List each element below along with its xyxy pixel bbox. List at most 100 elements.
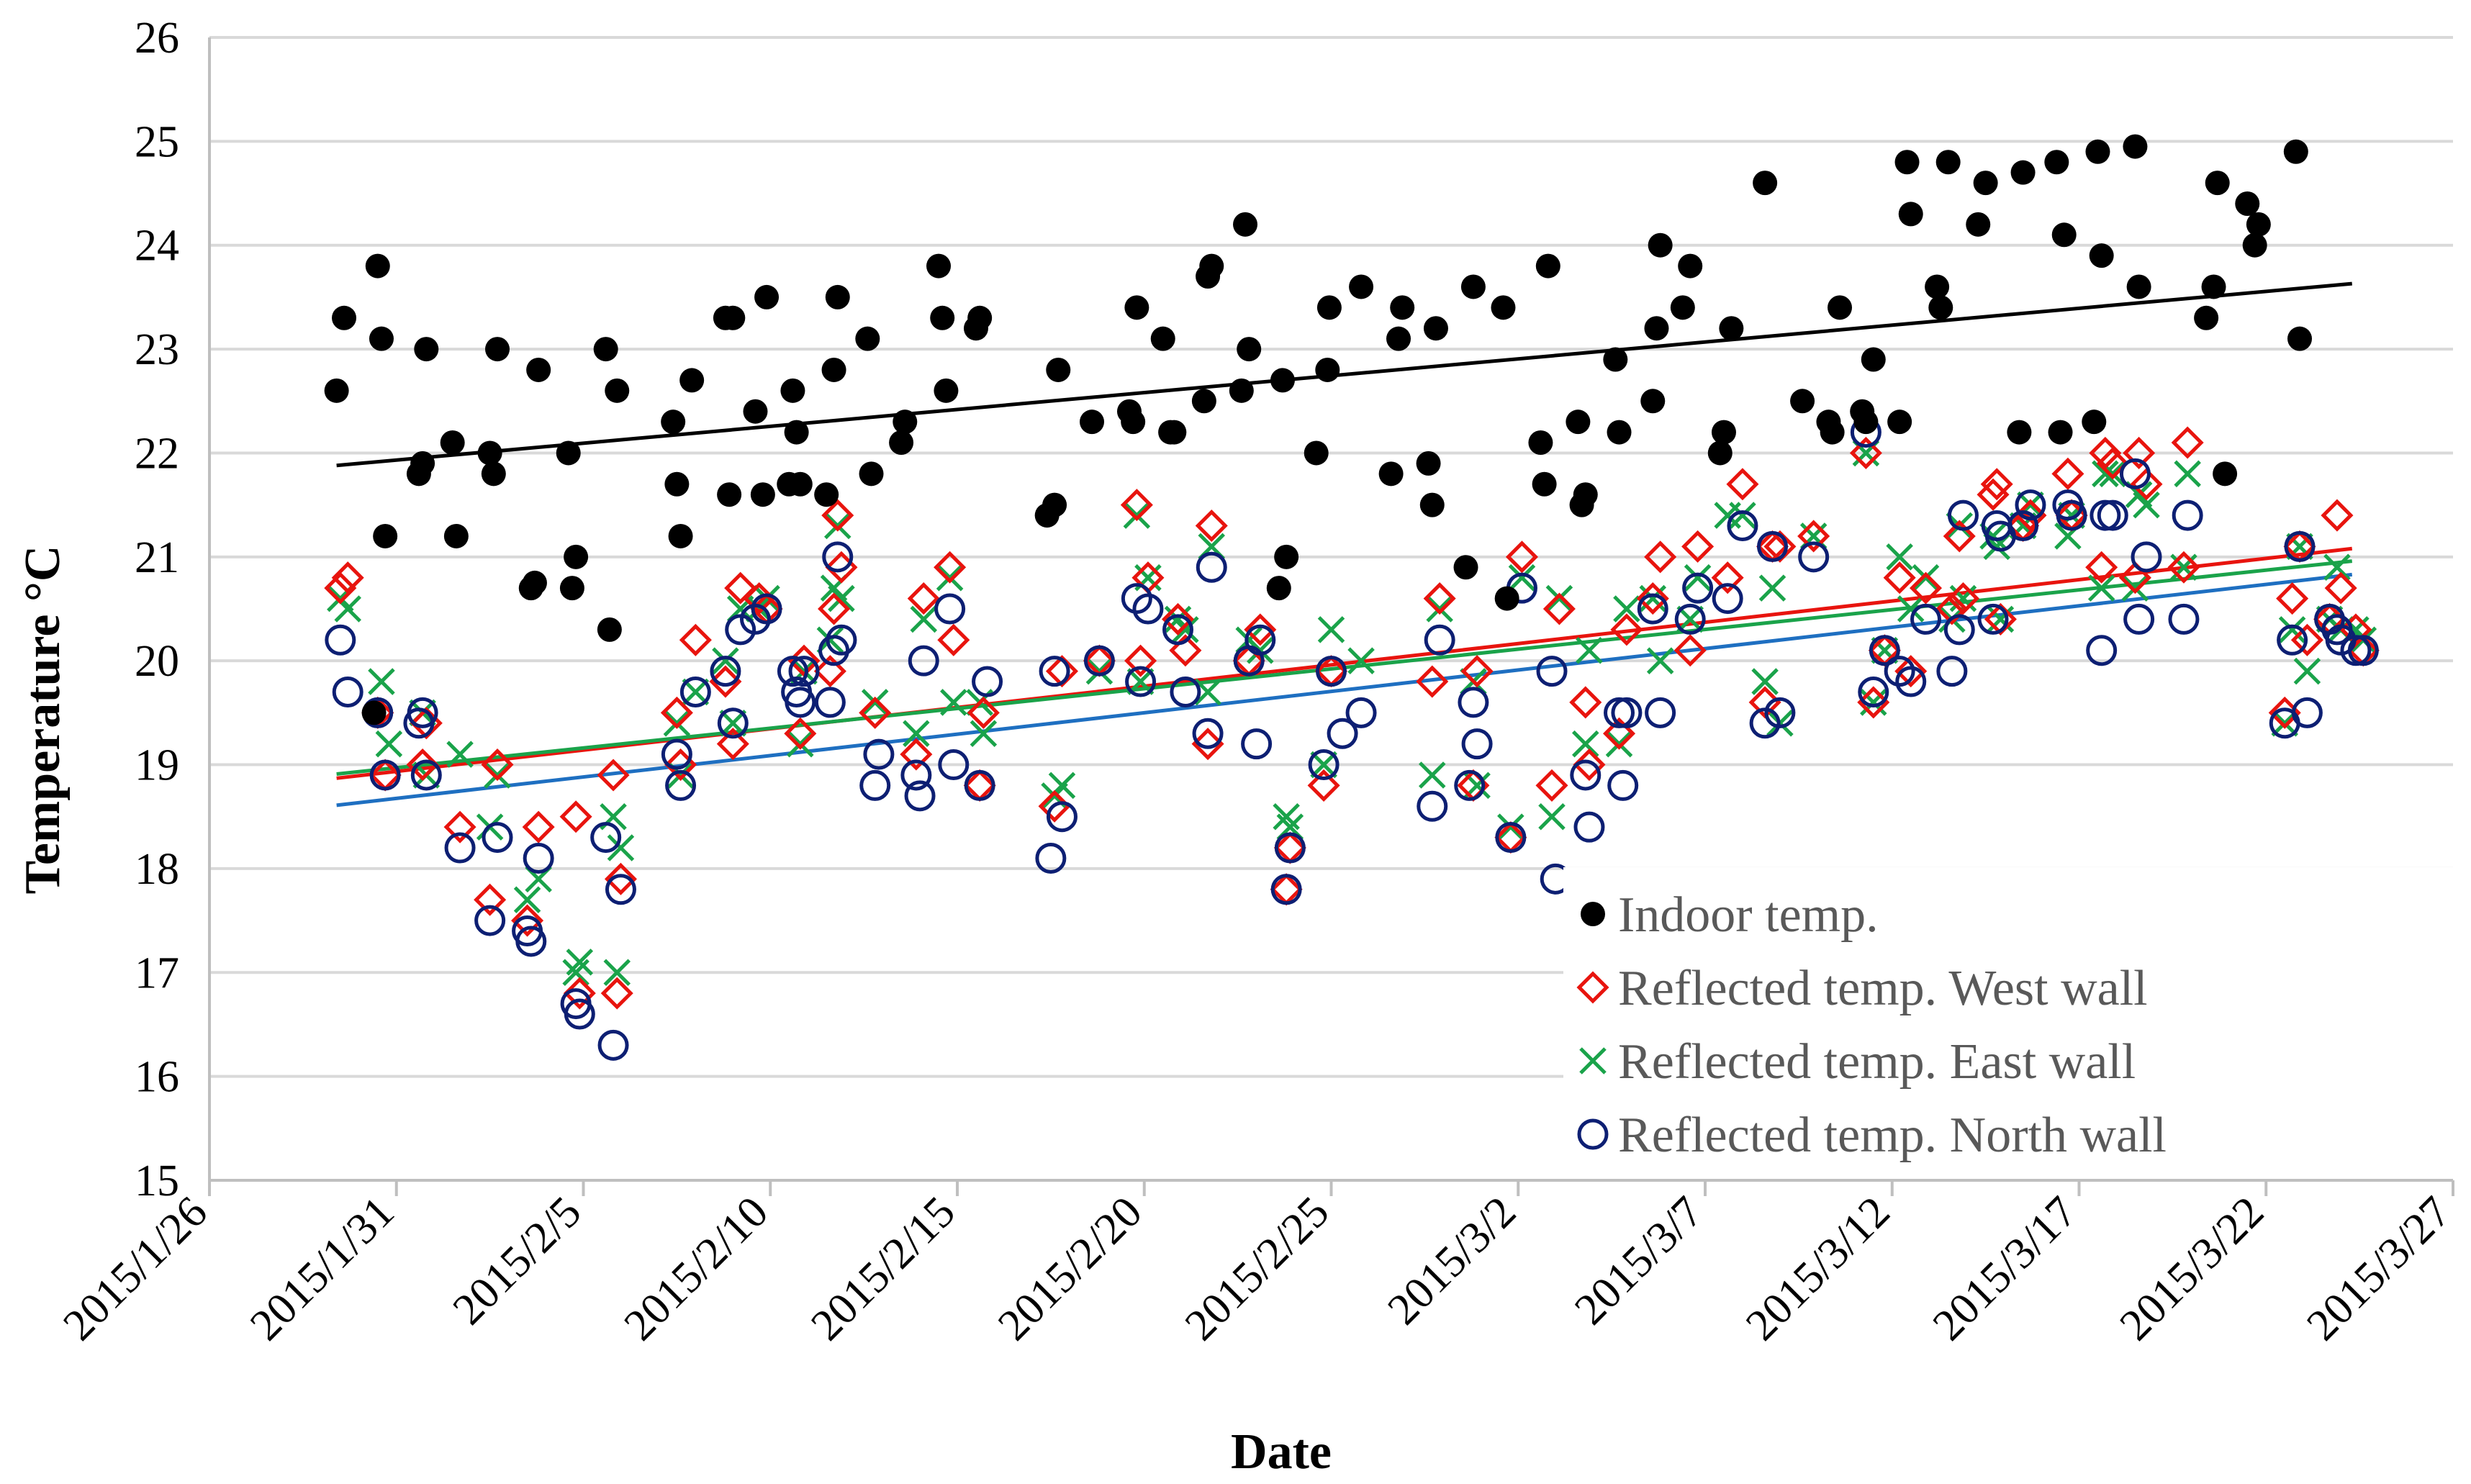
data-point [1897, 595, 1925, 623]
data-point [1161, 602, 1195, 635]
data-point [2167, 551, 2200, 584]
data-point [605, 874, 636, 905]
data-point [1711, 561, 1744, 594]
data-point [863, 738, 895, 770]
data-point [1310, 751, 1337, 779]
data-point [967, 305, 993, 330]
data-point [1545, 584, 1573, 612]
data-point [2293, 657, 2321, 685]
data-point [1191, 389, 1216, 414]
data-point [1607, 769, 1639, 801]
x-tick-label: 2015/2/15 [802, 1187, 965, 1350]
data-point [600, 977, 633, 1010]
data-point [2007, 510, 2039, 542]
data-point [967, 696, 1000, 729]
data-point [485, 337, 510, 362]
data-point [2235, 191, 2260, 216]
data-point [785, 687, 816, 718]
data-point [605, 378, 630, 403]
data-point [1946, 582, 1979, 615]
data-point [1195, 509, 1228, 543]
data-point [709, 665, 742, 698]
legend-marker [1576, 971, 1609, 1004]
data-point [2276, 582, 2309, 615]
data-point [661, 410, 686, 435]
data-point [1046, 801, 1078, 833]
data-point [1712, 583, 1743, 615]
legend-label: Reflected temp. West wall [1618, 961, 2148, 1016]
data-point [444, 832, 476, 864]
data-point [1316, 295, 1342, 320]
data-point [743, 399, 768, 424]
data-point [1080, 410, 1105, 435]
data-point [1895, 666, 1927, 697]
data-point [1308, 749, 1340, 781]
data-point [1453, 555, 1478, 580]
data-point [825, 284, 850, 309]
data-point [1611, 697, 1643, 728]
data-point [332, 676, 363, 707]
data-point [2056, 499, 2087, 531]
data-point [1977, 603, 2009, 635]
data-point [1199, 253, 1224, 279]
data-point [1045, 655, 1078, 688]
data-point [564, 544, 589, 569]
y-tick-label: 19 [135, 741, 179, 790]
data-point [511, 904, 544, 937]
data-point [908, 645, 939, 677]
data-point [1909, 571, 1943, 605]
data-point [1676, 605, 1704, 633]
data-point [1727, 510, 1758, 542]
data-point [784, 420, 809, 445]
data-point [1910, 603, 1942, 635]
data-point [910, 605, 938, 633]
data-point [1790, 389, 1815, 414]
data-point [828, 584, 855, 612]
data-point [717, 482, 742, 507]
data-point [861, 689, 889, 716]
data-point [590, 822, 622, 854]
data-point [368, 668, 395, 695]
data-point [559, 800, 592, 833]
data-point [900, 738, 933, 771]
data-point [1887, 410, 1912, 435]
data-point [1123, 502, 1151, 529]
data-point [1573, 811, 1605, 843]
data-point [2194, 305, 2219, 330]
data-point [2170, 553, 2197, 582]
data-point [2096, 447, 2129, 480]
data-point [1495, 822, 1527, 854]
data-point [1898, 202, 1923, 227]
data-point [1673, 634, 1707, 667]
data-point [751, 593, 782, 625]
data-point [661, 738, 692, 770]
legend-marker [1581, 902, 1605, 926]
data-point [1349, 274, 1374, 299]
y-tick-label: 22 [135, 429, 179, 478]
data-point [1035, 842, 1067, 874]
data-point [889, 430, 914, 456]
x-axis-title: Date [1231, 1424, 1332, 1480]
data-point [2347, 635, 2379, 666]
data-point [1274, 832, 1306, 864]
data-point [2090, 499, 2121, 531]
y-tick-label: 21 [135, 533, 179, 582]
data-point [443, 810, 476, 843]
data-point [1648, 232, 1673, 258]
data-point [682, 678, 710, 706]
data-point [365, 253, 390, 279]
data-point [477, 440, 502, 466]
data-point [2242, 232, 2267, 258]
data-point [780, 378, 805, 403]
data-point [1172, 616, 1199, 643]
data-point [1461, 728, 1493, 760]
data-point [1508, 564, 1536, 592]
data-point [1039, 656, 1070, 687]
data-point [1169, 634, 1202, 667]
data-point [1984, 602, 2017, 635]
data-points [324, 134, 2380, 1061]
data-point [822, 541, 854, 573]
data-point [1419, 492, 1445, 517]
data-point [603, 959, 631, 987]
data-point [1849, 436, 1882, 469]
